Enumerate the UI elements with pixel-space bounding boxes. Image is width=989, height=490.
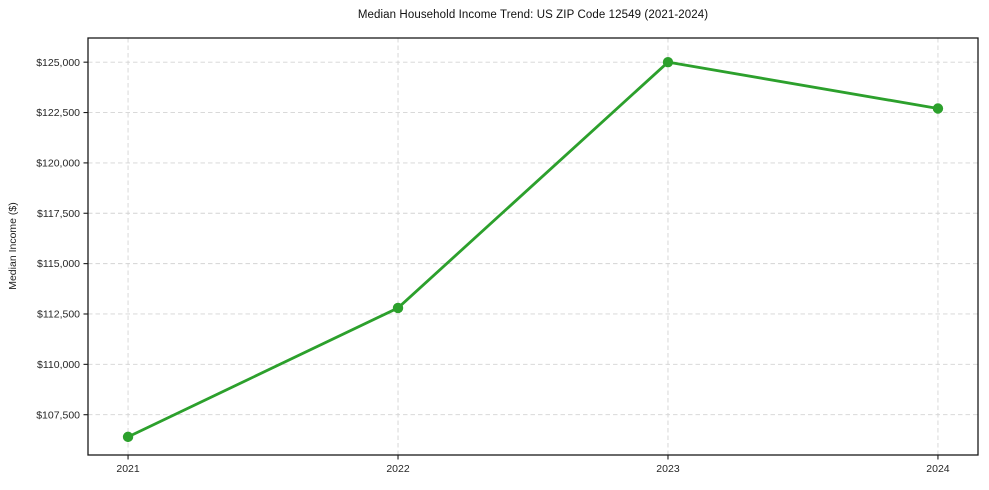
y-tick-label: $110,000	[37, 359, 80, 371]
y-tick-label: $112,500	[37, 309, 80, 321]
y-tick-label: $122,500	[36, 107, 80, 119]
y-tick-label: $125,000	[36, 57, 80, 69]
data-point-2022	[392, 302, 404, 314]
plot-border	[87, 37, 979, 456]
x-tick-label: 2023	[656, 463, 680, 475]
y-tick-label: $107,500	[36, 409, 80, 421]
x-tick-label: 2021	[116, 463, 140, 475]
x-tick-label: 2024	[926, 463, 950, 475]
data-point-2024	[932, 103, 944, 114]
y-tick-label: $117,500	[37, 208, 80, 220]
y-tick-label: $120,000	[36, 157, 80, 169]
x-tick-label: 2022	[386, 463, 410, 475]
y-tick-label: $115,000	[37, 258, 80, 270]
chart-title: Median Household Income Trend: US ZIP Co…	[357, 9, 709, 21]
data-point-2023	[662, 56, 674, 68]
trend-line	[126, 60, 940, 439]
data-point-2021	[122, 431, 134, 443]
